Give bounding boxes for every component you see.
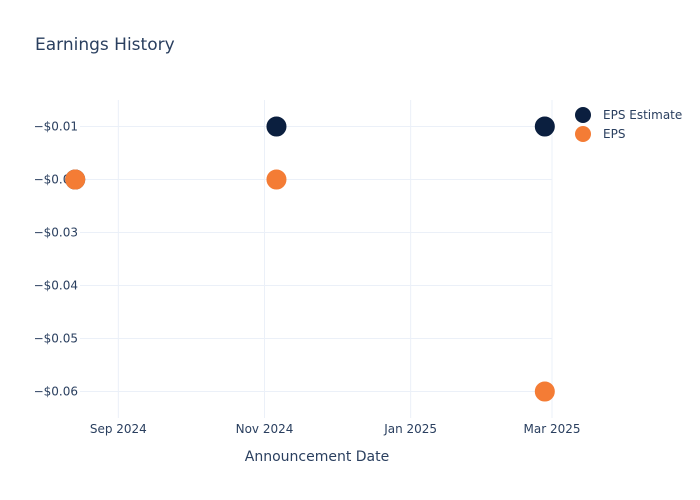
y-tick-label: −$0.03	[34, 226, 78, 240]
legend-marker-eps-estimate	[575, 107, 591, 123]
x-axis-ticks: Sep 2024 Nov 2024 Jan 2025 Mar 2025	[90, 422, 581, 436]
x-tick-label: Nov 2024	[236, 422, 294, 436]
eps-estimate-point[interactable]	[534, 116, 555, 137]
legend-label-eps: EPS	[603, 127, 625, 141]
legend[interactable]: EPS Estimate EPS	[575, 107, 682, 142]
chart-title: Earnings History	[35, 35, 175, 55]
eps-point[interactable]	[65, 169, 86, 190]
x-tick-label: Mar 2025	[524, 422, 581, 436]
y-tick-label: −$0.04	[34, 279, 78, 293]
x-tick-label: Sep 2024	[90, 422, 147, 436]
eps-point[interactable]	[534, 381, 555, 402]
y-tick-label: −$0.05	[34, 332, 78, 346]
eps-estimate-point[interactable]	[266, 116, 287, 137]
grid-lines	[80, 100, 553, 418]
eps-point[interactable]	[266, 169, 287, 190]
y-axis-ticks: −$0.01−$0.02−$0.03−$0.04−$0.05−$0.06	[34, 120, 78, 399]
y-tick-label: −$0.01	[34, 120, 78, 134]
x-tick-label: Jan 2025	[383, 422, 437, 436]
data-points	[65, 116, 555, 402]
legend-label-eps-estimate: EPS Estimate	[603, 108, 682, 122]
y-tick-label: −$0.06	[34, 385, 78, 399]
legend-marker-eps	[575, 126, 591, 142]
x-axis-title: Announcement Date	[245, 449, 389, 465]
